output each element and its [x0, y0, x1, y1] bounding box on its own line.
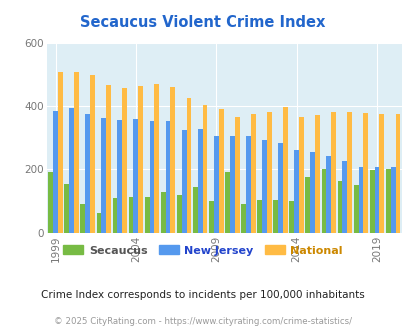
Bar	[229, 136, 234, 233]
Bar	[262, 140, 266, 233]
Bar	[282, 107, 287, 233]
Bar	[218, 109, 223, 233]
Bar	[186, 98, 191, 233]
Bar	[177, 195, 181, 233]
Bar	[64, 183, 69, 233]
Bar	[101, 118, 106, 233]
Bar	[145, 197, 149, 233]
Bar	[149, 121, 154, 233]
Bar	[48, 172, 53, 233]
Bar	[128, 197, 133, 233]
Bar	[245, 136, 250, 233]
Bar	[294, 150, 298, 233]
Bar	[241, 204, 245, 233]
Bar	[330, 113, 335, 233]
Text: © 2025 CityRating.com - https://www.cityrating.com/crime-statistics/: © 2025 CityRating.com - https://www.city…	[54, 317, 351, 326]
Bar	[266, 112, 271, 233]
Bar	[289, 201, 294, 233]
Bar	[160, 192, 165, 233]
Bar	[326, 156, 330, 233]
Bar	[369, 170, 374, 233]
Bar	[385, 169, 390, 233]
Bar	[112, 198, 117, 233]
Bar	[181, 130, 186, 233]
Bar	[69, 108, 74, 233]
Bar	[309, 152, 314, 233]
Bar	[209, 201, 213, 233]
Bar	[353, 185, 358, 233]
Bar	[90, 75, 95, 233]
Bar	[53, 111, 58, 233]
Bar	[170, 87, 175, 233]
Bar	[390, 167, 394, 233]
Bar	[273, 200, 277, 233]
Bar	[74, 72, 79, 233]
Bar	[138, 86, 143, 233]
Bar	[154, 84, 159, 233]
Bar	[394, 114, 399, 233]
Bar	[250, 114, 255, 233]
Bar	[213, 136, 218, 233]
Bar	[337, 181, 342, 233]
Bar	[117, 120, 122, 233]
Bar	[374, 167, 379, 233]
Bar	[197, 129, 202, 233]
Bar	[277, 143, 282, 233]
Bar	[257, 200, 262, 233]
Bar	[321, 169, 326, 233]
Bar	[85, 114, 90, 233]
Bar	[305, 177, 309, 233]
Bar	[58, 72, 63, 233]
Text: Crime Index corresponds to incidents per 100,000 inhabitants: Crime Index corresponds to incidents per…	[41, 290, 364, 300]
Bar	[122, 88, 127, 233]
Bar	[106, 85, 111, 233]
Bar	[96, 213, 101, 233]
Legend: Secaucus, New Jersey, National: Secaucus, New Jersey, National	[59, 241, 346, 260]
Bar	[202, 105, 207, 233]
Bar	[133, 119, 138, 233]
Bar	[298, 117, 303, 233]
Bar	[346, 113, 351, 233]
Text: Secaucus Violent Crime Index: Secaucus Violent Crime Index	[80, 15, 325, 30]
Bar	[362, 113, 367, 233]
Bar	[358, 167, 362, 233]
Bar	[224, 172, 229, 233]
Bar	[80, 204, 85, 233]
Bar	[165, 121, 170, 233]
Bar	[379, 114, 383, 233]
Bar	[314, 115, 319, 233]
Bar	[342, 161, 346, 233]
Bar	[234, 117, 239, 233]
Bar	[192, 187, 197, 233]
